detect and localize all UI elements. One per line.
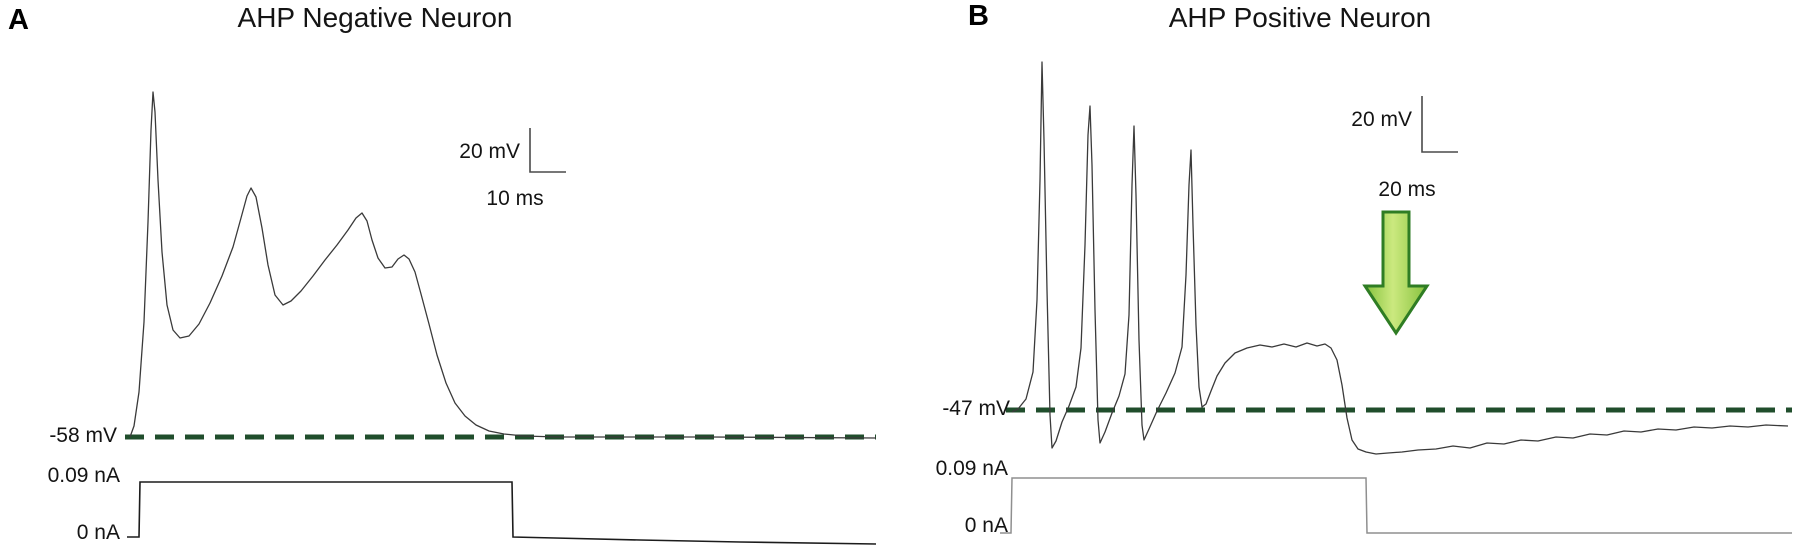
panel-a-title: AHP Negative Neuron: [237, 2, 513, 33]
current-trace-a: [127, 481, 877, 545]
panel-a-letter: A: [8, 4, 29, 36]
scalebar-a-ms-label: 10 ms: [486, 187, 544, 210]
scalebar-a: [529, 128, 566, 173]
current-high-label-b: 0.09 nA: [935, 457, 1008, 480]
voltage-trace-b: [1011, 61, 1789, 455]
panel-b-title: AHP Positive Neuron: [1168, 2, 1432, 33]
voltage-trace-a: [129, 91, 877, 439]
resting-potential-label-b: -47 mV: [942, 397, 1010, 420]
panel-b-letter: B: [968, 0, 989, 32]
current-low-label-b: 0 nA: [964, 514, 1008, 537]
resting-potential-label-a: -58 mV: [49, 424, 117, 447]
scalebar-b-ms-label: 20 ms: [1378, 178, 1436, 201]
scalebar-b: [1421, 96, 1458, 153]
ahp-arrow-icon: [1362, 210, 1430, 336]
scalebar-b-mv-label: 20 mV: [1351, 108, 1412, 131]
scalebar-a-mv-label: 20 mV: [459, 140, 520, 163]
current-low-label-a: 0 nA: [76, 521, 120, 544]
current-trace-b: [1000, 477, 1792, 534]
current-high-label-a: 0.09 nA: [47, 464, 120, 487]
